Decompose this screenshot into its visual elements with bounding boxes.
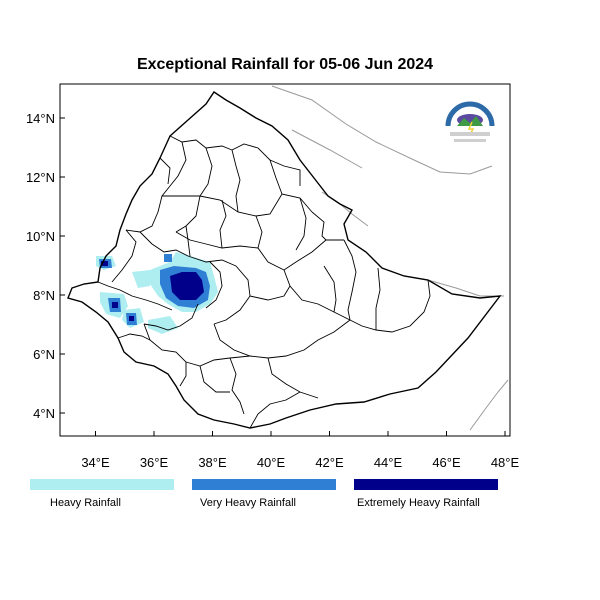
axis-ticks — [60, 117, 506, 436]
x-tick-label: 34°E — [81, 455, 110, 470]
y-tick-label: 10°N — [26, 229, 55, 244]
y-tick-label: 8°N — [33, 288, 55, 303]
y-tick-label: 12°N — [26, 170, 55, 185]
legend-label-heavy: Heavy Rainfall — [50, 497, 121, 509]
x-tick-labels: 34°E 36°E 38°E 40°E 42°E 44°E 46°E 48°E — [81, 455, 519, 470]
legend-label-very-heavy: Very Heavy Rainfall — [200, 497, 296, 509]
legend-label-extremely-heavy: Extremely Heavy Rainfall — [357, 497, 480, 509]
x-tick-label: 36°E — [140, 455, 169, 470]
map-title: Exceptional Rainfall for 05-06 Jun 2024 — [136, 56, 434, 73]
legend-swatch-heavy — [30, 479, 174, 490]
y-tick-labels: 4°N 6°N 8°N 10°N 12°N 14°N — [26, 111, 55, 421]
extremely-heavy-rainfall-area — [101, 261, 204, 321]
legend-swatch-very-heavy — [192, 479, 336, 490]
x-tick-label: 44°E — [374, 455, 403, 470]
admin-boundaries — [97, 135, 431, 429]
x-tick-label: 46°E — [432, 455, 461, 470]
y-tick-label: 4°N — [33, 406, 55, 421]
neighbour-boundaries — [271, 85, 509, 431]
legend-swatch-extremely-heavy — [354, 479, 498, 490]
x-tick-label: 48°E — [491, 455, 520, 470]
ethiopian-meteorology-institute-logo — [445, 101, 495, 142]
country-outline — [67, 91, 502, 429]
y-tick-label: 14°N — [26, 111, 55, 126]
y-tick-label: 6°N — [33, 347, 55, 362]
x-tick-label: 42°E — [315, 455, 344, 470]
x-tick-label: 38°E — [198, 455, 227, 470]
rainfall-overlay — [96, 252, 218, 334]
plot-frame — [59, 83, 511, 437]
x-tick-label: 40°E — [257, 455, 286, 470]
